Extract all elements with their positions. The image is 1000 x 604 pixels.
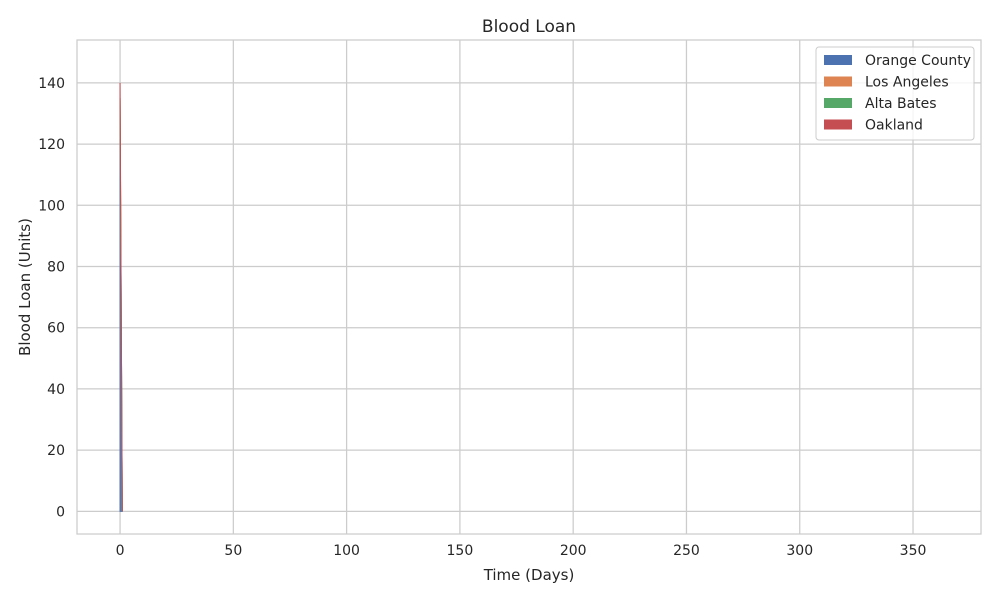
y-tick-label: 100 (38, 198, 65, 214)
y-tick-label: 120 (38, 137, 65, 153)
y-tick-label: 20 (47, 443, 65, 459)
y-tick-label: 40 (47, 382, 65, 398)
legend-swatch (824, 98, 852, 108)
legend-label: Alta Bates (865, 96, 937, 112)
legend-swatch (824, 76, 852, 87)
grid (77, 40, 981, 534)
x-tick-label: 200 (560, 543, 587, 559)
legend-label: Oakland (865, 118, 923, 134)
y-tick-labels: 0 20 40 60 80 100 120 140 (38, 76, 65, 521)
x-tick-label: 250 (673, 543, 700, 559)
x-tick-label: 0 (116, 543, 125, 559)
x-tick-label: 300 (786, 543, 813, 559)
x-tick-label: 350 (900, 543, 927, 559)
plot-areas (119, 82, 123, 512)
x-tick-labels: 0 50 100 150 200 250 300 350 (116, 543, 927, 559)
x-tick-label: 100 (333, 543, 360, 559)
x-tick-label: 150 (447, 543, 474, 559)
y-tick-label: 80 (47, 259, 65, 275)
chart-title: Blood Loan (482, 17, 576, 37)
legend-label: Los Angeles (865, 75, 949, 91)
x-tick-label: 50 (224, 543, 242, 559)
y-tick-label: 0 (56, 504, 65, 520)
y-tick-label: 60 (47, 321, 65, 337)
plot-frame (76, 39, 982, 535)
legend-swatch (824, 119, 852, 130)
y-tick-label: 140 (38, 76, 65, 92)
legend: Orange County Los Angeles Alta Bates Oaklan… (815, 46, 975, 141)
legend-label: Orange County (865, 53, 971, 69)
x-axis-label: Time (Days) (483, 566, 575, 584)
area-oakland (119, 82, 123, 512)
legend-box (815, 46, 975, 141)
y-axis-label: Blood Loan (Units) (16, 218, 34, 356)
legend-swatch (824, 55, 852, 65)
